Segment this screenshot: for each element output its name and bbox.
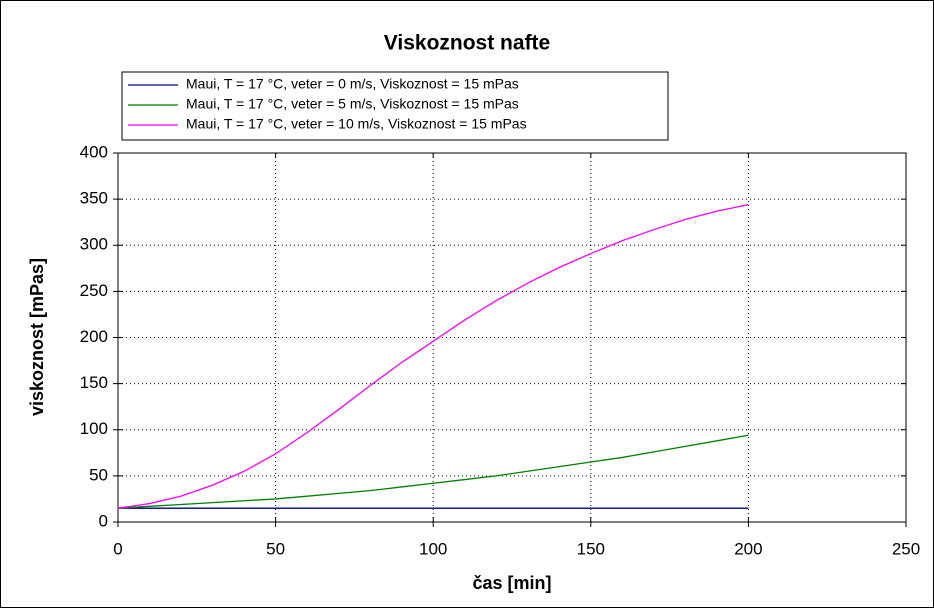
series-line [117,434,749,509]
legend-label: Maui, T = 17 °C, veter = 10 m/s, Viskozn… [186,116,527,132]
y-tick-label: 350 [80,189,108,208]
x-tick-label: 0 [113,539,122,558]
plot-border [117,152,907,523]
y-tick-label: 0 [99,511,108,530]
plot-area [118,153,906,522]
legend-label: Maui, T = 17 °C, veter = 5 m/s, Viskozno… [186,96,519,112]
x-axis-label: čas [min] [472,573,551,593]
y-tick-label: 200 [80,327,108,346]
x-tick-label: 250 [892,539,920,558]
x-tick-label: 50 [266,539,285,558]
x-tick-label: 100 [419,539,447,558]
series-line [117,204,749,509]
y-axis-label: viskoznost [mPas] [27,258,47,416]
y-tick-label: 300 [80,235,108,254]
y-tick-label: 100 [80,419,108,438]
x-tick-label: 200 [734,539,762,558]
y-tick-label: 50 [89,465,108,484]
y-tick-label: 150 [80,373,108,392]
legend-box [121,71,669,141]
y-tick-label: 250 [80,281,108,300]
y-tick-label: 400 [80,142,108,161]
x-tick-label: 150 [577,539,605,558]
legend-label: Maui, T = 17 °C, veter = 0 m/s, Viskozno… [186,76,519,92]
chart-title: Viskoznost nafte [384,32,550,55]
